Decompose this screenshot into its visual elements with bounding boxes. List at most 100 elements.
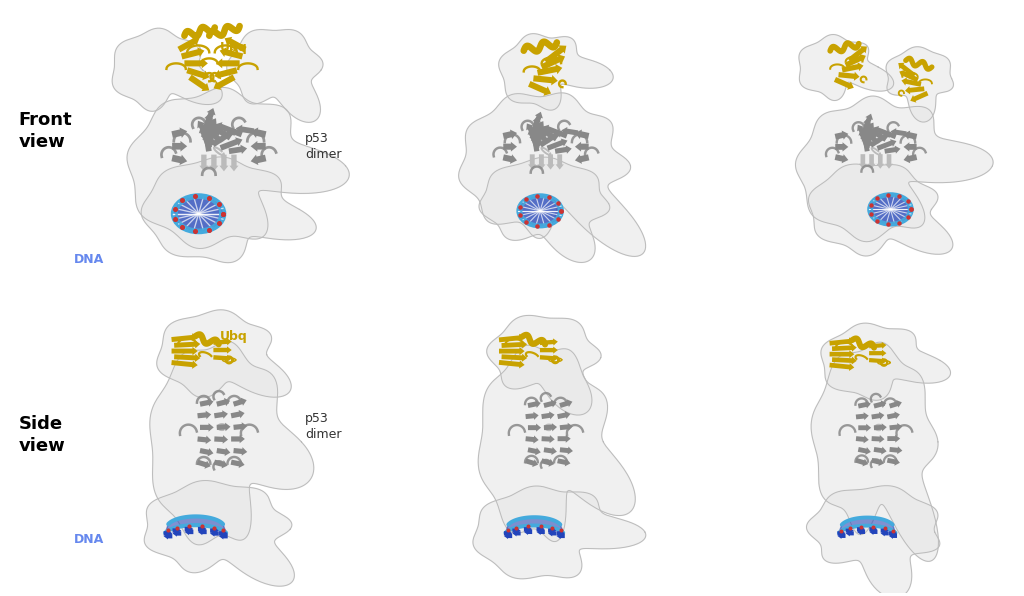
FancyArrow shape	[228, 145, 247, 154]
FancyArrow shape	[229, 154, 239, 171]
FancyArrow shape	[877, 139, 896, 151]
FancyArrow shape	[174, 340, 201, 349]
FancyArrow shape	[857, 526, 865, 532]
FancyArrow shape	[905, 86, 925, 94]
FancyArrow shape	[251, 141, 265, 151]
FancyArrow shape	[512, 530, 520, 536]
Polygon shape	[479, 157, 610, 262]
FancyArrow shape	[889, 530, 897, 536]
FancyArrow shape	[230, 460, 245, 468]
FancyArrow shape	[910, 91, 929, 103]
FancyArrow shape	[526, 123, 543, 147]
FancyArrow shape	[216, 398, 230, 406]
FancyArrow shape	[888, 434, 900, 443]
FancyArrow shape	[846, 530, 854, 536]
FancyArrow shape	[231, 434, 245, 443]
FancyArrow shape	[534, 75, 558, 85]
FancyArrow shape	[540, 339, 558, 346]
FancyArrow shape	[499, 347, 524, 355]
FancyArrow shape	[836, 142, 848, 151]
FancyArrow shape	[869, 132, 892, 148]
FancyArrow shape	[858, 447, 870, 455]
FancyArrow shape	[200, 448, 213, 457]
Polygon shape	[459, 93, 645, 256]
Polygon shape	[141, 157, 316, 263]
FancyArrow shape	[846, 527, 854, 533]
FancyArrow shape	[829, 337, 854, 346]
FancyArrow shape	[198, 121, 216, 146]
FancyArrow shape	[835, 131, 848, 139]
FancyArrow shape	[899, 70, 919, 82]
FancyArrow shape	[213, 74, 236, 90]
FancyArrow shape	[856, 412, 868, 420]
Ellipse shape	[518, 195, 562, 227]
Polygon shape	[165, 517, 226, 533]
FancyArrow shape	[890, 423, 902, 431]
FancyArrow shape	[560, 446, 573, 455]
FancyArrow shape	[869, 526, 878, 532]
FancyArrow shape	[544, 399, 557, 408]
FancyArrow shape	[869, 342, 887, 349]
FancyArrow shape	[528, 424, 541, 432]
FancyArrow shape	[200, 398, 213, 406]
FancyArrow shape	[251, 128, 266, 138]
FancyArrow shape	[504, 533, 512, 539]
FancyArrow shape	[868, 128, 887, 142]
FancyArrow shape	[541, 458, 554, 467]
FancyArrow shape	[503, 129, 517, 139]
FancyArrow shape	[857, 529, 865, 535]
FancyArrow shape	[574, 129, 590, 139]
FancyArrow shape	[213, 346, 231, 353]
Polygon shape	[499, 33, 613, 110]
Polygon shape	[796, 96, 993, 242]
Text: DNA: DNA	[74, 253, 104, 266]
FancyArrow shape	[558, 434, 570, 443]
FancyArrow shape	[172, 141, 187, 151]
FancyArrow shape	[574, 142, 589, 151]
FancyArrow shape	[172, 347, 198, 355]
FancyArrow shape	[544, 45, 566, 64]
FancyArrow shape	[539, 131, 562, 147]
FancyArrow shape	[529, 112, 543, 137]
Ellipse shape	[173, 195, 224, 232]
FancyArrow shape	[871, 412, 885, 420]
Polygon shape	[113, 28, 222, 111]
FancyArrow shape	[881, 527, 889, 533]
FancyArrow shape	[525, 436, 539, 443]
FancyArrow shape	[525, 458, 539, 467]
FancyArrow shape	[532, 116, 541, 134]
FancyArrow shape	[512, 527, 520, 533]
FancyArrow shape	[542, 435, 555, 443]
FancyArrow shape	[548, 530, 556, 536]
FancyArrow shape	[839, 72, 859, 81]
FancyArrow shape	[887, 411, 900, 420]
FancyArrow shape	[544, 423, 557, 432]
FancyArrow shape	[559, 399, 572, 408]
FancyArrow shape	[200, 423, 214, 432]
FancyArrow shape	[540, 346, 558, 353]
Text: Ubq: Ubq	[220, 330, 248, 343]
FancyArrow shape	[829, 350, 854, 358]
FancyArrow shape	[858, 424, 871, 432]
FancyArrow shape	[863, 118, 871, 134]
FancyArrow shape	[217, 423, 230, 432]
FancyArrow shape	[171, 128, 187, 138]
FancyArrow shape	[858, 401, 870, 408]
FancyArrow shape	[528, 81, 551, 96]
FancyArrow shape	[873, 423, 887, 432]
FancyArrow shape	[539, 127, 558, 141]
Text: Ubq: Ubq	[220, 41, 248, 54]
FancyArrow shape	[184, 526, 194, 532]
FancyArrow shape	[859, 154, 866, 169]
FancyArrow shape	[547, 154, 555, 170]
Polygon shape	[799, 35, 894, 101]
FancyArrow shape	[869, 529, 878, 535]
FancyArrow shape	[203, 133, 212, 152]
FancyArrow shape	[871, 458, 884, 466]
FancyArrow shape	[556, 154, 564, 170]
FancyArrow shape	[164, 533, 172, 539]
FancyArrow shape	[181, 47, 205, 60]
FancyArrow shape	[860, 123, 873, 141]
FancyArrow shape	[198, 529, 207, 535]
FancyArrow shape	[503, 154, 517, 164]
